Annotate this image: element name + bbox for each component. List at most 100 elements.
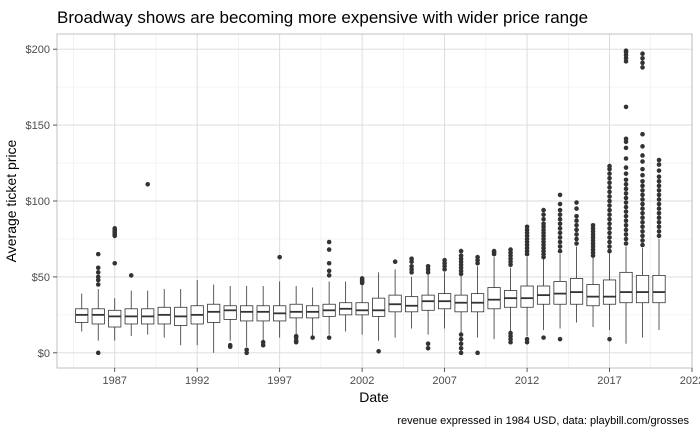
box-2003	[372, 272, 386, 354]
box-2011	[503, 247, 518, 345]
iqr-box	[223, 305, 237, 320]
outlier-point	[508, 247, 513, 252]
outlier-point	[623, 241, 629, 246]
box-2014	[553, 192, 567, 342]
outlier-point	[326, 260, 332, 266]
x-tick-label: 2022	[680, 375, 700, 387]
outlier-point	[607, 207, 612, 213]
outlier-point	[458, 332, 464, 337]
outlier-point	[326, 268, 332, 274]
outlier-point	[475, 254, 480, 260]
outlier-point	[623, 177, 629, 183]
outlier-point	[557, 248, 563, 254]
box-2001	[339, 281, 353, 332]
box-2013	[536, 207, 551, 340]
outlier-point	[640, 55, 645, 61]
outlier-point	[656, 157, 662, 163]
outlier-point	[623, 218, 629, 224]
outlier-point	[607, 244, 612, 249]
outlier-point	[623, 191, 629, 196]
outlier-point	[623, 182, 629, 187]
outlier-point	[623, 136, 629, 142]
box-1999	[306, 287, 320, 340]
outlier-point	[458, 341, 464, 347]
box-1997	[273, 254, 287, 338]
iqr-box	[372, 297, 386, 317]
iqr-box	[421, 294, 435, 311]
outlier-point	[640, 51, 645, 57]
outlier-point	[557, 226, 563, 231]
outlier-point	[310, 335, 315, 340]
iqr-box	[256, 305, 270, 322]
outlier-point	[95, 265, 101, 271]
outlier-point	[574, 232, 579, 237]
outlier-point	[640, 210, 645, 216]
box-1992	[190, 279, 204, 346]
outlier-point	[640, 188, 645, 193]
box-1990	[157, 289, 171, 338]
outlier-point	[508, 330, 513, 336]
outlier-point	[95, 251, 101, 257]
outlier-point	[623, 200, 629, 205]
box-2017	[602, 163, 617, 342]
y-axis-title: Average ticket price	[3, 139, 19, 262]
outlier-point	[607, 212, 612, 217]
box-1996	[256, 286, 270, 348]
outlier-point	[541, 216, 546, 222]
outlier-point	[656, 183, 662, 189]
outlier-point	[656, 215, 662, 220]
outlier-point	[656, 188, 662, 193]
outlier-point	[95, 274, 101, 280]
outlier-point	[541, 207, 546, 213]
outlier-point	[557, 216, 563, 222]
outlier-point	[656, 224, 662, 230]
x-tick-label: 1997	[267, 375, 291, 387]
box-2004	[388, 259, 402, 338]
outlier-point	[640, 65, 645, 70]
outlier-point	[623, 165, 629, 170]
outlier-point	[640, 215, 645, 220]
box-2018	[619, 48, 633, 344]
outlier-point	[656, 201, 662, 207]
box-2006	[421, 263, 435, 351]
iqr-box	[602, 279, 617, 305]
iqr-box	[619, 271, 633, 304]
box-1989	[141, 182, 155, 335]
iqr-box	[240, 305, 254, 322]
outlier-point	[227, 344, 233, 350]
outlier-point	[590, 222, 596, 228]
box-1993	[207, 284, 221, 353]
x-axis: 1987 1992 1997 2002 2007 2012 2017 2022	[102, 368, 700, 387]
outlier-point	[607, 235, 612, 240]
outlier-point	[359, 276, 365, 281]
outlier-point	[640, 159, 645, 164]
box-2008	[454, 248, 468, 356]
outlier-point	[640, 144, 645, 149]
box-1995	[240, 286, 254, 356]
outlier-point	[656, 162, 662, 167]
outlier-point	[574, 236, 579, 242]
outlier-point	[623, 213, 629, 219]
box-2000	[322, 239, 336, 340]
y-tick-label: $150	[26, 120, 50, 132]
box-2015	[569, 200, 584, 323]
outlier-point	[607, 230, 612, 236]
outlier-point	[607, 203, 612, 208]
outlier-point	[623, 186, 629, 192]
outlier-point	[557, 244, 563, 249]
outlier-point	[607, 248, 612, 254]
outlier-point	[95, 282, 101, 287]
outlier-point	[607, 180, 612, 186]
x-tick-label: 2017	[597, 375, 621, 387]
outlier-point	[557, 336, 563, 342]
outlier-point	[623, 195, 629, 201]
outlier-point	[640, 197, 645, 202]
outlier-point	[326, 335, 332, 340]
outlier-point	[640, 242, 645, 248]
outlier-point	[656, 168, 662, 173]
outlier-point	[425, 263, 431, 269]
outlier-point	[607, 216, 612, 222]
outlier-point	[574, 218, 579, 224]
outlier-point	[640, 60, 645, 66]
outlier-point	[640, 166, 645, 172]
